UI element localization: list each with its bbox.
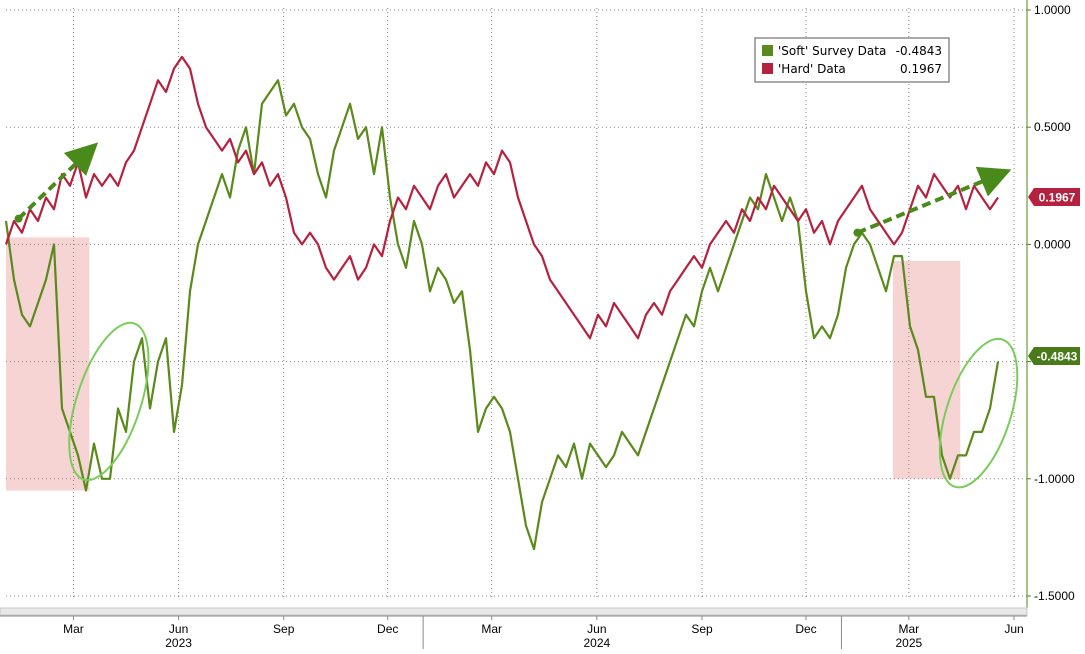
x-tick-label-8: Mar (899, 622, 920, 636)
x-tick-label-4: Mar (481, 622, 502, 636)
last-value-tag-hard: 0.1967 (1028, 188, 1080, 206)
y-tick-label-1: 0.5000 (1034, 120, 1071, 134)
series-line-0 (4, 79, 1000, 551)
x-tick-label-0: Mar (63, 622, 84, 636)
series-lines (4, 55, 1000, 551)
trend-arrow-0 (17, 142, 99, 221)
last-value-tag-soft: -0.4843 (1028, 347, 1080, 365)
gridlines (6, 8, 1027, 600)
x-tick-label-9: Jun (1004, 622, 1023, 636)
legend-label-soft: 'Soft' Survey Data (778, 44, 886, 58)
x-tick-label-3: Dec (377, 622, 398, 636)
x-tick-label-5: Jun (587, 622, 606, 636)
series-line-1 (4, 55, 999, 340)
legend: 'Soft' Survey Data -0.4843 'Hard' Data 0… (754, 37, 950, 83)
last-value-tag-hard-shape (1028, 188, 1080, 206)
last-value-label-hard: 0.1967 (1039, 191, 1076, 205)
y-tick-label-4: -1.0000 (1034, 472, 1075, 486)
highlight-ellipse-1 (938, 337, 1019, 489)
x-tick-label-6: Sep (691, 622, 713, 636)
legend-swatch-soft (762, 45, 773, 56)
x-axis-bar (0, 607, 1028, 616)
year-label-2: 2025 (896, 636, 923, 649)
highlight-ellipse-0 (68, 321, 150, 482)
axes (0, 0, 1028, 617)
last-value-label-soft: -0.4843 (1037, 350, 1078, 364)
trend-arrow-1 (856, 166, 1012, 235)
y-tick-label-0: 1.0000 (1034, 3, 1071, 17)
x-tick-label-2: Sep (273, 622, 295, 636)
legend-swatch-hard (762, 63, 773, 74)
x-tick-label-1: Jun (169, 622, 188, 636)
last-value-tag-soft-shape (1028, 347, 1080, 365)
x-tick-label-7: Dec (795, 622, 816, 636)
legend-label-hard: 'Hard' Data (778, 62, 846, 76)
legend-value-soft: -0.4843 (896, 44, 942, 58)
year-label-1: 2024 (584, 636, 611, 649)
shaded-region-1 (892, 260, 961, 479)
year-label-0: 2023 (165, 636, 192, 649)
shaded-regions (6, 237, 961, 491)
annotations (14, 142, 1019, 489)
tick-labels: 1.0000 0.5000 0.0000 -1.0000 -1.5000 Mar Jun Se… (63, 3, 1075, 650)
y-tick-label-5: -1.5000 (1034, 589, 1075, 603)
legend-box (754, 37, 950, 83)
legend-value-hard: 0.1967 (900, 62, 942, 76)
y-tick-label-2: 0.0000 (1034, 237, 1071, 251)
